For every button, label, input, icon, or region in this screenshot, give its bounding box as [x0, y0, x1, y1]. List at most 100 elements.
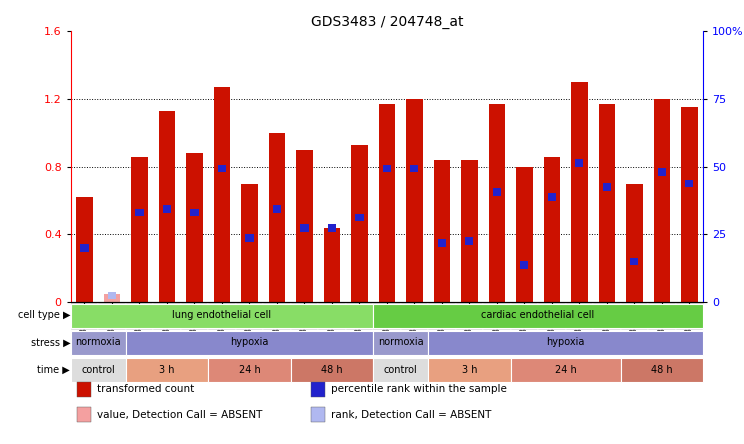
- Bar: [681, 107, 698, 302]
- Bar: [77, 407, 91, 422]
- Bar: [620, 358, 703, 382]
- Bar: [186, 153, 202, 302]
- Bar: [236, 302, 263, 329]
- Bar: [214, 87, 230, 302]
- Bar: [483, 302, 510, 329]
- Bar: [685, 180, 693, 187]
- Bar: [428, 358, 510, 382]
- Text: hypoxia: hypoxia: [546, 337, 585, 348]
- Bar: [653, 99, 670, 302]
- Bar: [218, 165, 226, 172]
- Text: 48 h: 48 h: [651, 365, 673, 375]
- Bar: [489, 104, 505, 302]
- Bar: [538, 302, 565, 329]
- Bar: [510, 302, 538, 329]
- Bar: [135, 209, 144, 216]
- Bar: [77, 382, 91, 397]
- Bar: [80, 244, 89, 252]
- Bar: [324, 228, 340, 302]
- Text: value, Detection Call = ABSENT: value, Detection Call = ABSENT: [97, 410, 263, 420]
- Text: normoxia: normoxia: [75, 337, 121, 348]
- Bar: [263, 302, 291, 329]
- Bar: [311, 382, 325, 397]
- Bar: [575, 159, 583, 167]
- Bar: [153, 302, 181, 329]
- Bar: [373, 331, 428, 355]
- Bar: [71, 304, 373, 328]
- Bar: [520, 261, 528, 269]
- Bar: [163, 205, 171, 213]
- Bar: [516, 166, 533, 302]
- Bar: [246, 234, 254, 242]
- Text: cell type ▶: cell type ▶: [18, 310, 70, 320]
- Bar: [241, 184, 257, 302]
- Bar: [461, 160, 478, 302]
- Bar: [648, 302, 676, 329]
- Bar: [328, 224, 336, 231]
- Text: time ▶: time ▶: [37, 365, 70, 375]
- Text: 24 h: 24 h: [239, 365, 260, 375]
- Bar: [355, 214, 364, 222]
- Text: 24 h: 24 h: [555, 365, 577, 375]
- Bar: [437, 239, 446, 247]
- Bar: [630, 258, 638, 266]
- Bar: [108, 292, 116, 299]
- Bar: [658, 168, 666, 175]
- Bar: [273, 205, 281, 213]
- Bar: [373, 358, 428, 382]
- Title: GDS3483 / 204748_at: GDS3483 / 204748_at: [311, 15, 463, 29]
- Bar: [626, 184, 643, 302]
- Bar: [126, 358, 208, 382]
- Bar: [603, 183, 611, 191]
- Bar: [76, 197, 93, 302]
- Bar: [544, 157, 560, 302]
- Text: transformed count: transformed count: [97, 385, 194, 394]
- Text: 3 h: 3 h: [159, 365, 175, 375]
- Bar: [291, 302, 318, 329]
- Text: percentile rank within the sample: percentile rank within the sample: [331, 385, 507, 394]
- Bar: [428, 302, 455, 329]
- Text: lung endothelial cell: lung endothelial cell: [173, 310, 272, 320]
- Bar: [493, 188, 501, 196]
- Text: 48 h: 48 h: [321, 365, 343, 375]
- Bar: [406, 99, 423, 302]
- Bar: [181, 302, 208, 329]
- Text: normoxia: normoxia: [378, 337, 423, 348]
- Bar: [291, 358, 373, 382]
- Bar: [318, 302, 346, 329]
- Bar: [593, 302, 620, 329]
- Bar: [71, 358, 126, 382]
- Bar: [158, 111, 175, 302]
- Bar: [373, 302, 400, 329]
- Text: control: control: [81, 365, 115, 375]
- Bar: [190, 209, 199, 216]
- Bar: [301, 224, 309, 231]
- Bar: [379, 104, 395, 302]
- Bar: [71, 302, 98, 329]
- Bar: [103, 294, 121, 302]
- Bar: [565, 302, 593, 329]
- Text: stress ▶: stress ▶: [31, 337, 70, 348]
- Text: hypoxia: hypoxia: [230, 337, 269, 348]
- Bar: [98, 302, 126, 329]
- Text: control: control: [384, 365, 417, 375]
- Bar: [311, 407, 325, 422]
- Bar: [548, 194, 556, 201]
- Bar: [455, 302, 483, 329]
- Bar: [410, 165, 418, 172]
- Bar: [296, 150, 312, 302]
- Bar: [599, 104, 615, 302]
- Bar: [71, 331, 126, 355]
- Bar: [571, 82, 588, 302]
- Bar: [126, 331, 373, 355]
- Text: 3 h: 3 h: [461, 365, 477, 375]
- Bar: [510, 358, 620, 382]
- Bar: [346, 302, 373, 329]
- Bar: [126, 302, 153, 329]
- Text: rank, Detection Call = ABSENT: rank, Detection Call = ABSENT: [331, 410, 492, 420]
- Bar: [676, 302, 703, 329]
- Bar: [351, 145, 368, 302]
- Bar: [269, 133, 285, 302]
- Bar: [428, 331, 703, 355]
- Bar: [382, 165, 391, 172]
